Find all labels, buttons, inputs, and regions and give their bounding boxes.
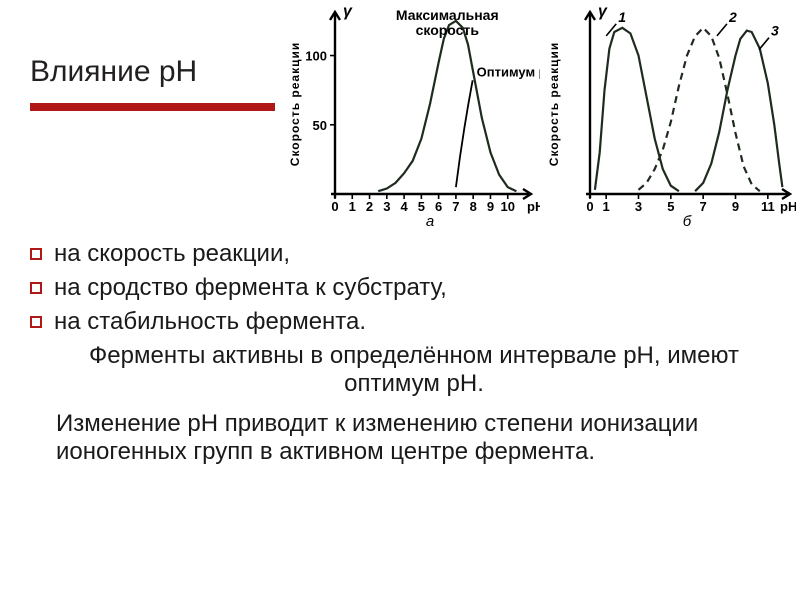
- svg-text:6: 6: [435, 199, 442, 214]
- svg-text:7: 7: [452, 199, 459, 214]
- svg-text:pH: pH: [527, 199, 540, 214]
- svg-text:10: 10: [500, 199, 514, 214]
- svg-text:1: 1: [349, 199, 356, 214]
- svg-text:Скорость реакции: Скорость реакции: [288, 42, 302, 166]
- svg-text:1: 1: [618, 9, 626, 25]
- svg-text:а: а: [426, 213, 434, 227]
- svg-text:2: 2: [728, 9, 737, 25]
- body-text: на скорость реакции, на сродство фермент…: [30, 240, 780, 466]
- bullet-icon: [30, 248, 42, 260]
- title-underline: [30, 103, 275, 111]
- svg-text:1: 1: [603, 199, 610, 214]
- title-block: Влияние рН: [30, 55, 275, 111]
- svg-text:γ: γ: [343, 3, 353, 20]
- svg-text:3: 3: [771, 23, 779, 39]
- svg-text:5: 5: [667, 199, 674, 214]
- svg-text:2: 2: [366, 199, 373, 214]
- chart-a: 0123456789 10 pH 50 100 γ Скорость реакции Макс…: [285, 2, 540, 227]
- svg-text:11: 11: [761, 199, 775, 214]
- svg-text:8: 8: [470, 199, 477, 214]
- svg-text:3: 3: [383, 199, 390, 214]
- svg-text:0: 0: [331, 199, 338, 214]
- svg-text:б: б: [683, 213, 692, 227]
- chart-b: 01357911pHγСкорость реакции123б: [546, 2, 796, 227]
- bullet-2: на сродство фермента к субстрату,: [30, 274, 780, 302]
- svg-text:Скорость реакции: Скорость реакции: [547, 42, 561, 166]
- svg-text:7: 7: [700, 199, 707, 214]
- svg-text:50: 50: [313, 118, 327, 133]
- svg-text:9: 9: [487, 199, 494, 214]
- svg-text:Оптимум pH: Оптимум pH: [477, 64, 540, 79]
- paragraph-2: Изменение рН приводит к изменению степен…: [56, 410, 772, 466]
- chart-b-container: 01357911pHγСкорость реакции123б: [546, 2, 796, 227]
- bullet-3-text: на стабильность фермента.: [54, 308, 366, 336]
- svg-text:Максимальная: Максимальная: [396, 7, 499, 23]
- bullet-2-text: на сродство фермента к субстрату,: [54, 274, 447, 302]
- svg-text:pH: pH: [780, 199, 796, 214]
- svg-text:4: 4: [400, 199, 408, 214]
- svg-text:5: 5: [418, 199, 425, 214]
- svg-text:γ: γ: [598, 3, 608, 20]
- svg-text:скорость: скорость: [416, 22, 480, 38]
- bullet-1: на скорость реакции,: [30, 240, 780, 268]
- svg-text:100: 100: [305, 49, 327, 64]
- bullet-3: на стабильность фермента.: [30, 308, 780, 336]
- slide-title: Влияние рН: [30, 55, 275, 89]
- bullet-icon: [30, 316, 42, 328]
- bullet-icon: [30, 282, 42, 294]
- paragraph-1: Ферменты активны в определённом интервал…: [56, 342, 772, 398]
- slide: Влияние рН 012345678910pH50100γСкорость …: [0, 0, 800, 600]
- charts-row: 012345678910pH50100γСкорость реакцииМакс…: [285, 2, 796, 227]
- bullet-1-text: на скорость реакции,: [54, 240, 290, 268]
- svg-text:3: 3: [635, 199, 642, 214]
- chart-a-container: 0123456789 10 pH 50 100 γ Скорость реакции Макс…: [285, 2, 540, 227]
- svg-text:9: 9: [732, 199, 739, 214]
- svg-text:0: 0: [586, 199, 593, 214]
